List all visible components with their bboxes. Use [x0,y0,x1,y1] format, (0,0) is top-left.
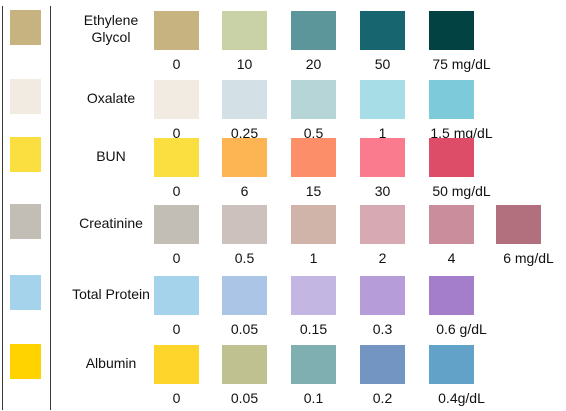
color-pad-ethylene-glycol-4 [429,11,474,50]
concentration-label: 1.5 mg/dL [430,125,493,141]
color-pad-albumin-0 [154,345,199,384]
analyte-name-line: Ethylene [83,12,139,28]
color-pad-albumin-4 [429,345,474,384]
analyte-name-line: Total Protein [72,286,150,302]
concentration-label: 0.5 [234,250,255,266]
concentration-label: 0.4g/dL [438,390,485,406]
color-pad-creatinine-5 [496,205,541,244]
strip-pad-total-protein [10,275,41,310]
color-pad-creatinine-4 [429,205,474,244]
color-pad-ethylene-glycol-1 [222,11,267,50]
color-pad-creatinine-3 [360,205,405,244]
concentration-label: 0.25 [230,125,259,141]
concentration-label: 0.5 [303,125,324,141]
concentration-label: 0 [172,321,181,337]
concentration-label: 0.15 [299,321,328,337]
concentration-label: 0 [172,125,181,141]
reference-strip [2,6,51,410]
color-pad-oxalate-2 [291,80,336,119]
analyte-name-ethylene-glycol: Ethylene Glycol [70,12,152,46]
color-pad-albumin-2 [291,345,336,384]
strip-pad-bun [10,137,41,172]
concentration-label: 0 [172,56,181,72]
concentration-label: 50 [374,56,391,72]
concentration-label: 75 mg/dL [432,56,491,72]
analyte-name-line: Creatinine [79,215,143,231]
color-pad-ethylene-glycol-3 [360,11,405,50]
color-pad-bun-2 [291,138,336,177]
strip-pad-oxalate [10,79,41,114]
concentration-label: 4 [447,250,456,266]
concentration-label: 6 mg/dL [503,250,554,266]
concentration-label: 15 [305,183,322,199]
concentration-label: 0.05 [230,321,259,337]
concentration-label: 2 [378,250,387,266]
color-pad-oxalate-1 [222,80,267,119]
color-pad-creatinine-0 [154,205,199,244]
color-pad-albumin-3 [360,345,405,384]
color-pad-oxalate-0 [154,80,199,119]
concentration-label: 0 [172,390,181,406]
color-pad-total-protein-1 [222,276,267,315]
color-pad-creatinine-1 [222,205,267,244]
analyte-name-line: Oxalate [86,90,136,106]
concentration-label: 0.05 [230,390,259,406]
concentration-label: 10 [236,56,253,72]
concentration-label: 0.1 [303,390,324,406]
concentration-label: 1 [378,125,387,141]
color-pad-oxalate-3 [360,80,405,119]
strip-pad-albumin [10,344,41,379]
color-pad-albumin-1 [222,345,267,384]
analyte-name-bun: BUN [70,148,152,165]
color-pad-creatinine-2 [291,205,336,244]
color-pad-total-protein-3 [360,276,405,315]
color-pad-total-protein-4 [429,276,474,315]
analyte-name-creatinine: Creatinine [70,215,152,232]
concentration-label: 0 [172,183,181,199]
color-pad-total-protein-2 [291,276,336,315]
analyte-name-total-protein: Total Protein [70,286,152,303]
concentration-label: 50 mg/dL [432,183,491,199]
concentration-label: 1 [309,250,318,266]
color-pad-bun-3 [360,138,405,177]
analyte-name-line: BUN [96,148,126,164]
analyte-name-albumin: Albumin [70,355,152,372]
color-pad-ethylene-glycol-0 [154,11,199,50]
strip-pad-ethylene-glycol [10,10,41,45]
color-pad-bun-0 [154,138,199,177]
analyte-name-line: Albumin [85,355,137,371]
concentration-label: 0 [172,250,181,266]
concentration-label: 0.6 g/dL [436,321,487,337]
analyte-name-oxalate: Oxalate [70,90,152,107]
concentration-label: 0.3 [372,321,393,337]
analyte-name-line: Glycol [91,29,131,45]
concentration-label: 20 [305,56,322,72]
color-pad-oxalate-4 [429,80,474,119]
color-pad-ethylene-glycol-2 [291,11,336,50]
concentration-label: 0.2 [372,390,393,406]
concentration-label: 30 [374,183,391,199]
color-pad-bun-4 [429,138,474,177]
strip-pad-creatinine [10,204,41,239]
concentration-label: 6 [240,183,249,199]
color-pad-total-protein-0 [154,276,199,315]
color-pad-bun-1 [222,138,267,177]
